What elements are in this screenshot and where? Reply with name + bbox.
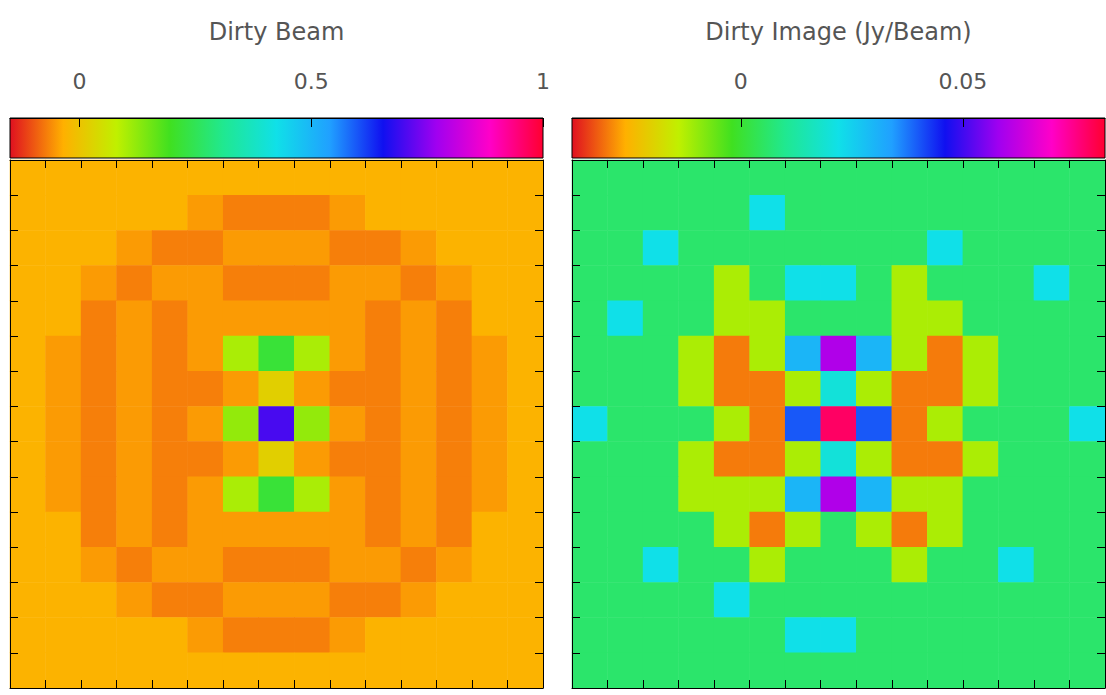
- svg-text:0: 0: [734, 69, 748, 94]
- svg-text:Dirty Beam: Dirty Beam: [209, 18, 345, 46]
- svg-text:0: 0: [73, 69, 87, 94]
- svg-text:0.5: 0.5: [294, 69, 329, 94]
- svg-text:Dirty Image (Jy/Beam): Dirty Image (Jy/Beam): [705, 18, 971, 46]
- svg-text:0.05: 0.05: [938, 69, 987, 94]
- svg-text:1: 1: [536, 69, 550, 94]
